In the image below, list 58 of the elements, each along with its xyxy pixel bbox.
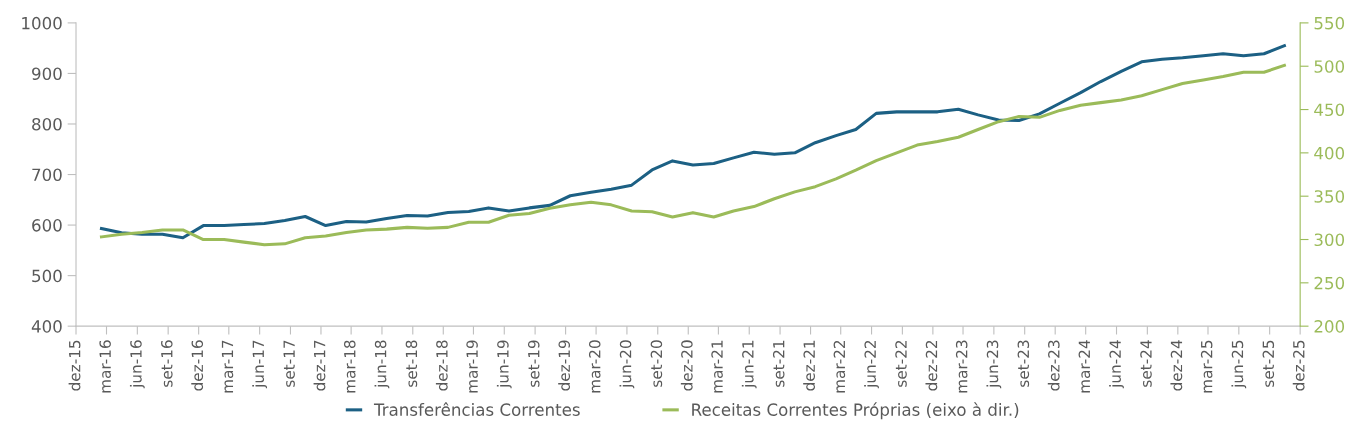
x-tick-label: jun-17 <box>252 340 268 389</box>
x-tick-label: jun-16 <box>129 340 145 389</box>
x-tick-label: jun-20 <box>619 340 635 389</box>
x-tick-label: set-23 <box>1017 340 1030 387</box>
x-tick-label: mar-19 <box>466 340 478 393</box>
x-tick-label: set-19 <box>527 340 540 387</box>
x-tick-label: dez-16 <box>191 340 204 391</box>
x-tick-label: jun-18 <box>374 340 390 389</box>
x-tick-label: dez-18 <box>435 340 448 391</box>
x-tick-label: dez-24 <box>1170 340 1183 391</box>
y2-tick-label: 500 <box>1314 60 1345 73</box>
x-tick-label: mar-20 <box>588 340 601 393</box>
y2-tick-label: 300 <box>1314 233 1345 247</box>
x-tick-label: mar-16 <box>99 340 111 393</box>
x-tick-label: mar-24 <box>1078 340 1091 393</box>
x-tick-label: jun-24 <box>1109 340 1124 389</box>
x-tick-label: jun-23 <box>986 340 1002 389</box>
x-tick-label: dez-21 <box>803 340 815 391</box>
y2-tick-label: 550 <box>1314 16 1345 30</box>
y-tick-label: 1000 <box>22 16 62 30</box>
y-tick-label: 600 <box>32 219 62 232</box>
legend-label: Transferências Correntes <box>373 402 580 416</box>
x-tick-label: dez-19 <box>558 340 571 391</box>
x-tick-label: dez-17 <box>313 340 326 391</box>
y-tick-label: 700 <box>32 168 62 182</box>
y2-tick-label: 250 <box>1314 276 1345 290</box>
legend-label: Receitas Correntes Próprias (eixo à dir.) <box>692 402 1019 420</box>
x-tick-label: jun-21 <box>741 340 757 389</box>
x-tick-label: set-18 <box>405 340 418 387</box>
x-tick-label: mar-18 <box>344 340 356 393</box>
x-tick-label: dez-22 <box>925 340 938 391</box>
x-tick-label: mar-22 <box>833 340 846 393</box>
y-tick-label: 900 <box>32 67 62 81</box>
x-tick-label: mar-25 <box>1200 340 1213 393</box>
x-tick-label: jun-19 <box>496 340 512 389</box>
x-tick-label: mar-17 <box>221 340 234 393</box>
y2-tick-label: 350 <box>1314 190 1345 203</box>
x-tick-label: mar-23 <box>955 340 968 393</box>
x-tick-label: set-16 <box>161 340 173 387</box>
x-tick-label: set-21 <box>772 340 785 387</box>
x-tick-label: dez-23 <box>1047 340 1060 391</box>
x-tick-label: jun-22 <box>864 340 879 389</box>
x-tick-label: dez-15 <box>68 340 81 391</box>
x-tick-label: set-22 <box>895 340 907 387</box>
x-tick-label: dez-25 <box>1292 340 1305 391</box>
y-tick-label: 800 <box>32 117 62 131</box>
x-tick-label: mar-21 <box>711 340 723 393</box>
x-tick-label: set-17 <box>283 340 295 387</box>
x-tick-label: dez-20 <box>680 340 693 391</box>
y2-tick-label: 400 <box>1314 146 1345 160</box>
x-tick-label: set-25 <box>1262 340 1275 387</box>
x-tick-label: set-24 <box>1140 340 1152 387</box>
y2-tick-label: 450 <box>1314 103 1345 117</box>
x-tick-label: jun-25 <box>1231 340 1247 389</box>
y-tick-label: 400 <box>31 320 62 333</box>
y-tick-label: 500 <box>32 269 62 283</box>
y2-tick-label: 200 <box>1314 320 1345 333</box>
x-tick-label: set-20 <box>650 340 663 387</box>
